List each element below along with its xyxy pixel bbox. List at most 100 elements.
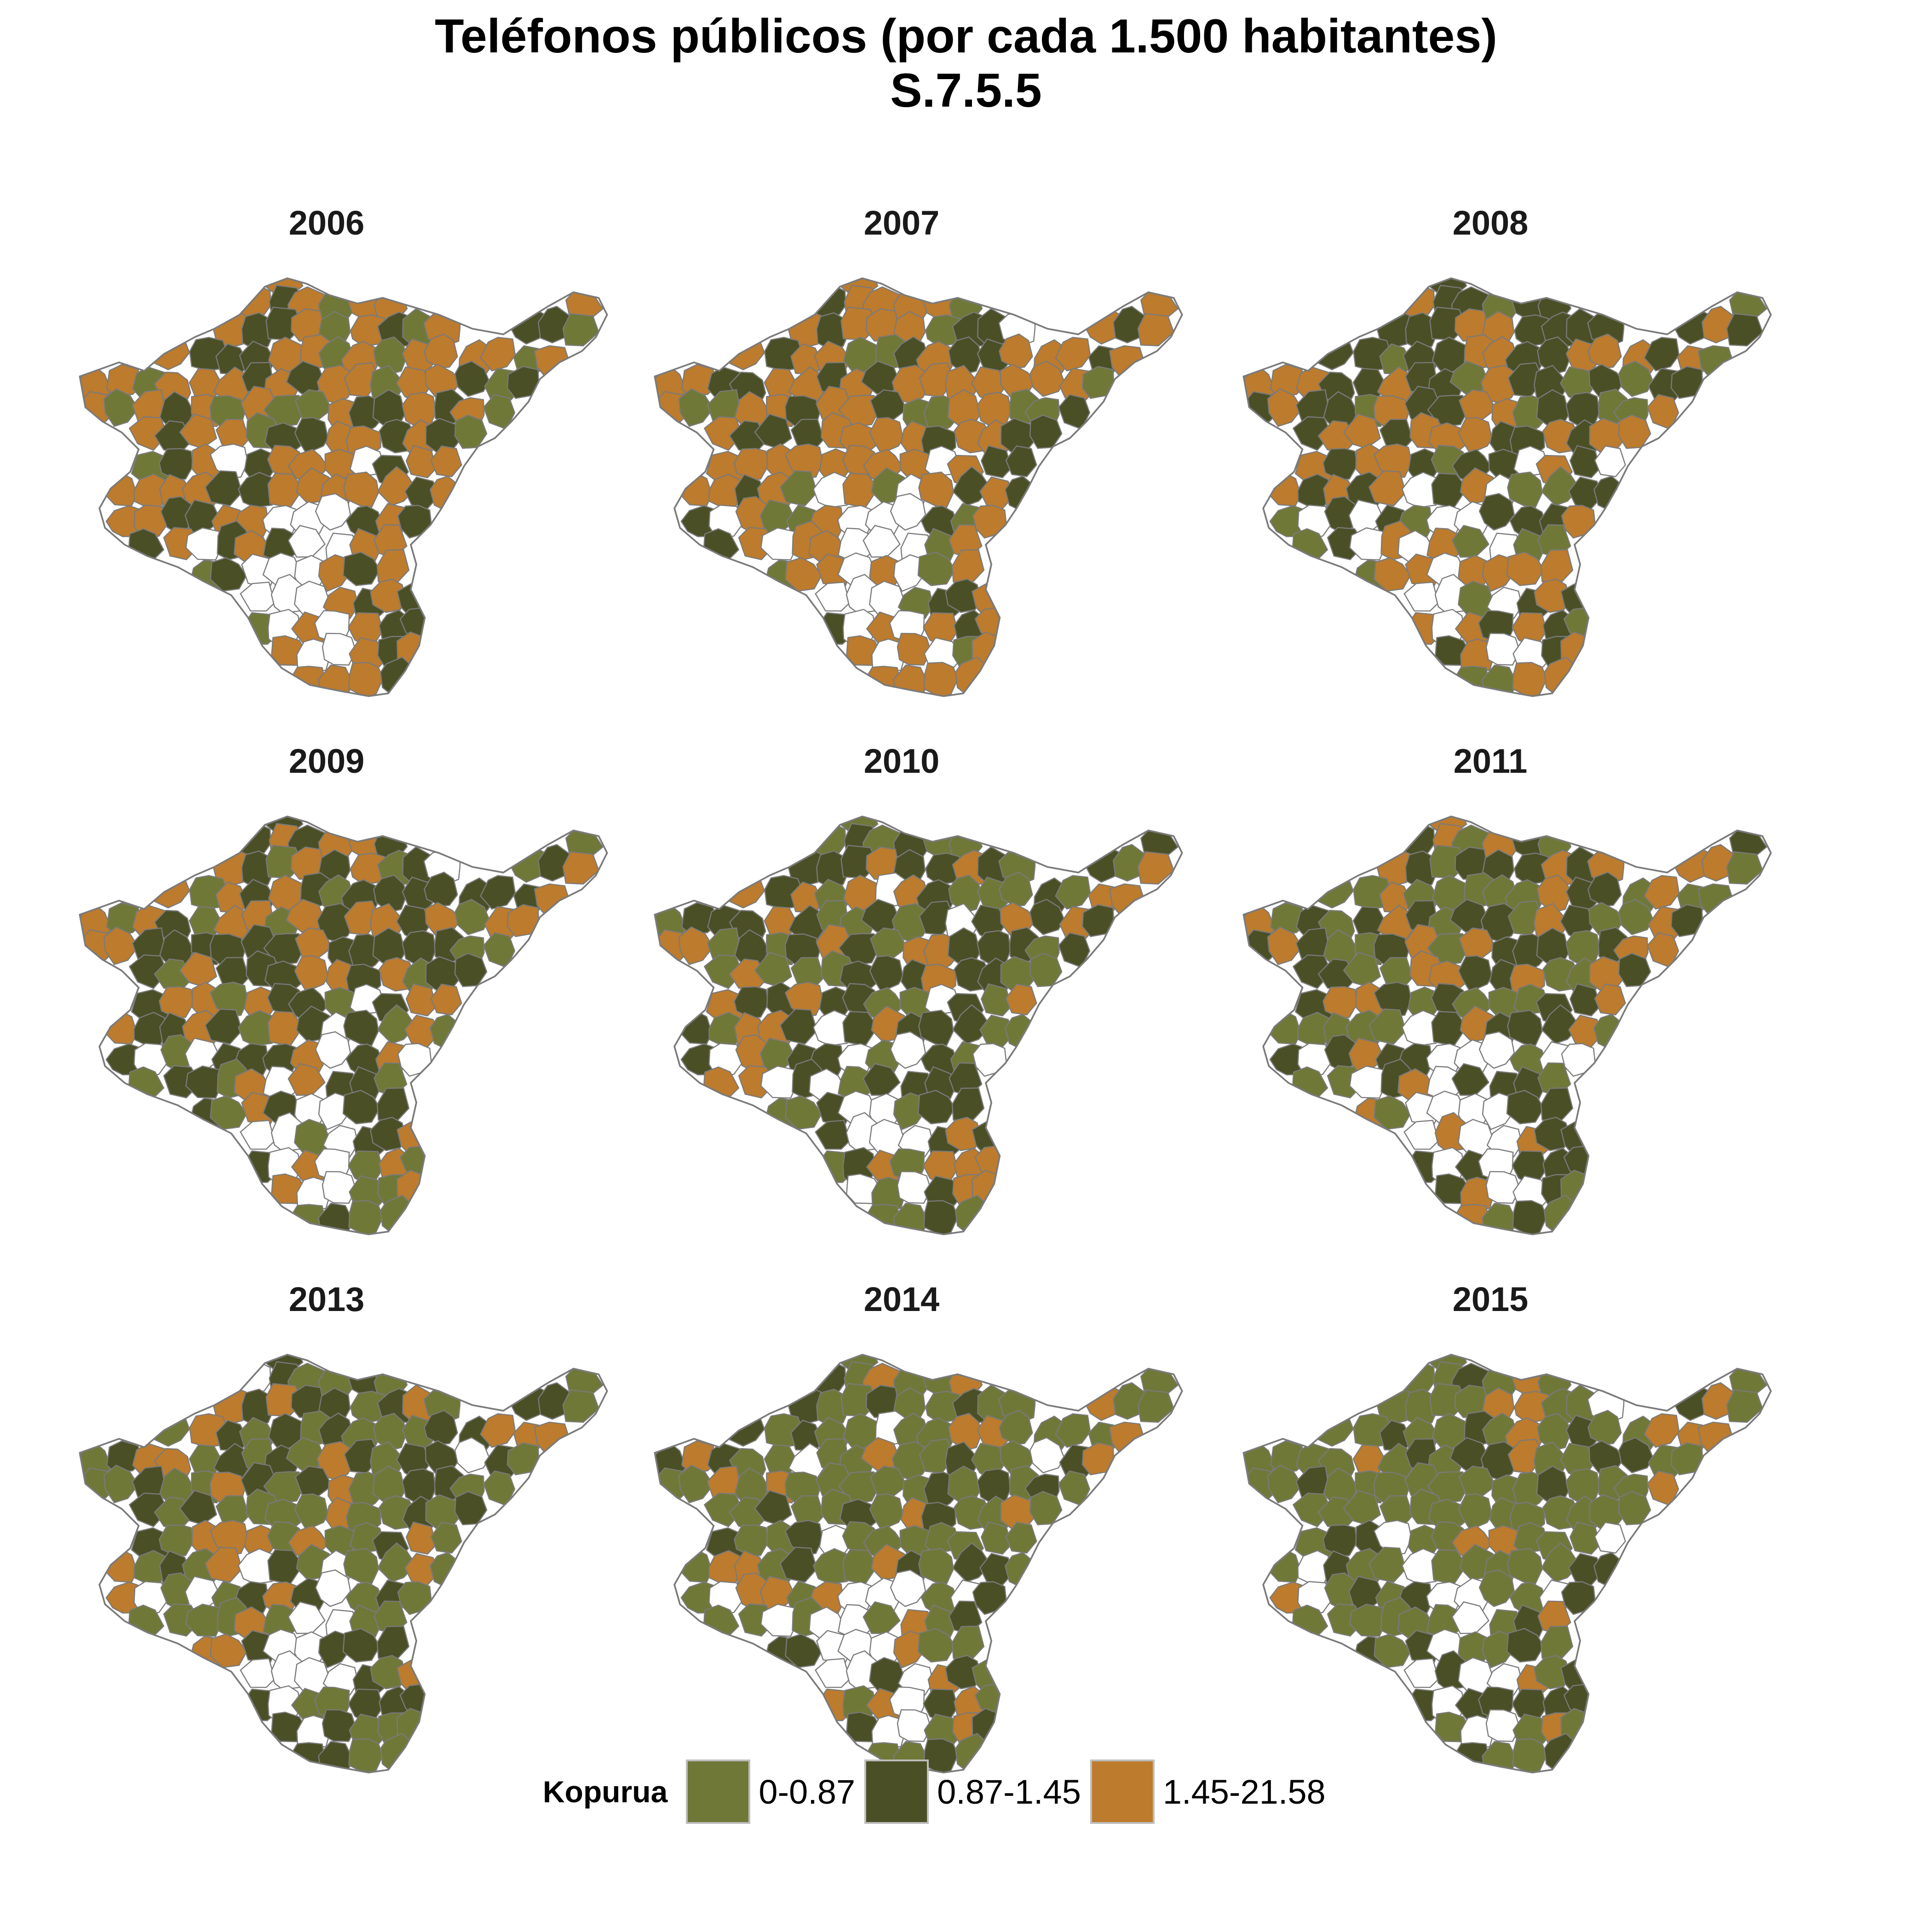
municipality-region bbox=[925, 314, 961, 347]
municipality-region bbox=[897, 1171, 932, 1204]
municipality-region bbox=[897, 1709, 932, 1742]
municipality-region bbox=[373, 1413, 408, 1451]
municipality-region bbox=[294, 417, 329, 454]
municipality-region bbox=[678, 1464, 714, 1504]
municipality-region bbox=[1726, 313, 1764, 346]
panel-year-title: 2011 bbox=[1453, 742, 1528, 780]
municipality-region bbox=[1368, 470, 1407, 506]
map-panel-2007: 2007 bbox=[607, 202, 1196, 718]
municipality-region bbox=[1512, 661, 1547, 696]
municipality-region bbox=[103, 926, 139, 966]
municipality-region bbox=[1587, 1409, 1622, 1445]
municipality-region bbox=[210, 1633, 247, 1668]
municipality-region bbox=[377, 1004, 417, 1045]
municipality-region bbox=[1537, 336, 1571, 375]
municipality-region bbox=[1594, 445, 1626, 477]
legend: Kopurua 0-0.87 0.87-1.45 1.45-21.58 bbox=[543, 1757, 1335, 1826]
municipality-region bbox=[204, 470, 243, 506]
municipality-region bbox=[405, 445, 437, 478]
municipality-region bbox=[103, 388, 139, 427]
chart-title: Teléfonos públicos (por cada 1.500 habit… bbox=[0, 9, 1932, 118]
municipality-region bbox=[1594, 983, 1626, 1016]
municipality-region bbox=[1266, 1546, 1301, 1583]
municipality-region bbox=[760, 527, 799, 561]
municipality-region bbox=[240, 581, 276, 612]
municipality-region bbox=[562, 313, 600, 346]
municipality-region bbox=[1644, 337, 1680, 372]
municipality-region bbox=[1512, 1200, 1547, 1235]
municipality-region bbox=[322, 1709, 356, 1742]
municipality-region bbox=[237, 1548, 275, 1585]
municipality-region bbox=[952, 466, 992, 506]
municipality-region bbox=[948, 1413, 983, 1451]
municipality-region bbox=[815, 1120, 851, 1150]
panel-year-title: 2015 bbox=[1452, 1280, 1529, 1318]
municipality-region bbox=[980, 983, 1012, 1017]
municipality-region bbox=[779, 1547, 818, 1583]
municipality-region bbox=[1137, 313, 1175, 346]
choropleth-map bbox=[1242, 277, 1772, 697]
municipality-region bbox=[185, 1065, 224, 1099]
municipality-region bbox=[890, 1031, 926, 1069]
map-panel-2006: 2006 bbox=[32, 202, 621, 718]
municipality-region bbox=[1401, 472, 1438, 508]
municipality-region bbox=[945, 1655, 982, 1690]
municipality-region bbox=[923, 661, 959, 696]
municipality-region bbox=[1618, 898, 1654, 935]
panel-year-title: 2009 bbox=[288, 742, 365, 780]
municipality-region bbox=[534, 345, 571, 380]
municipality-region bbox=[1267, 388, 1303, 427]
municipality-region bbox=[1569, 1521, 1601, 1555]
municipality-region bbox=[948, 336, 983, 375]
municipality-region bbox=[1485, 1171, 1520, 1204]
municipality-region bbox=[869, 1493, 904, 1531]
province-border bbox=[654, 1353, 1183, 1774]
province-border bbox=[654, 815, 1183, 1236]
municipality-region bbox=[210, 1095, 247, 1130]
choropleth-map bbox=[1242, 815, 1772, 1236]
municipality-region bbox=[159, 1524, 194, 1557]
choropleth-map bbox=[654, 277, 1183, 697]
municipality-region bbox=[1403, 581, 1439, 612]
title-line: Teléfonos públicos (por cada 1.500 habit… bbox=[435, 10, 1497, 63]
municipality-region bbox=[294, 955, 329, 993]
legend-swatch-mid bbox=[864, 1760, 929, 1824]
municipality-region bbox=[1644, 875, 1680, 910]
municipality-region bbox=[785, 1095, 822, 1130]
municipality-region bbox=[1458, 1493, 1493, 1531]
municipality-region bbox=[925, 852, 961, 886]
municipality-region bbox=[917, 1090, 956, 1125]
municipality-region bbox=[373, 336, 408, 375]
legend-label-mid: 0.87-1.45 bbox=[937, 1772, 1081, 1811]
municipality-region bbox=[779, 1008, 818, 1045]
municipality-region bbox=[1697, 1421, 1735, 1456]
municipality-region bbox=[734, 986, 769, 1019]
municipality-region bbox=[1403, 1120, 1439, 1150]
map-panel-2008: 2008 bbox=[1196, 202, 1785, 718]
municipality-region bbox=[1109, 1421, 1146, 1456]
municipality-region bbox=[204, 1547, 243, 1583]
municipality-region bbox=[972, 505, 1007, 539]
province-border bbox=[1242, 815, 1772, 1236]
municipality-region bbox=[240, 1658, 276, 1688]
municipality-region bbox=[1401, 1010, 1438, 1046]
municipality-region bbox=[1587, 333, 1622, 369]
municipality-region bbox=[890, 1569, 926, 1607]
choropleth-map bbox=[79, 277, 608, 697]
municipality-region bbox=[980, 445, 1012, 478]
municipality-region bbox=[1618, 414, 1651, 449]
municipality-region bbox=[1267, 926, 1303, 966]
municipality-region bbox=[1485, 1709, 1520, 1742]
municipality-region bbox=[1587, 871, 1622, 907]
municipality-region bbox=[815, 1658, 851, 1688]
municipality-region bbox=[1374, 557, 1411, 592]
municipality-region bbox=[1368, 1547, 1407, 1583]
municipality-region bbox=[430, 1522, 462, 1554]
subtitle-line: S.7.5.5 bbox=[890, 64, 1042, 117]
map-panel-2015: 2015 bbox=[1196, 1279, 1785, 1794]
municipality-region bbox=[952, 1004, 992, 1045]
municipality-region bbox=[480, 337, 516, 372]
municipality-region bbox=[945, 578, 982, 613]
municipality-region bbox=[1029, 953, 1063, 987]
municipality-region bbox=[1055, 875, 1091, 910]
